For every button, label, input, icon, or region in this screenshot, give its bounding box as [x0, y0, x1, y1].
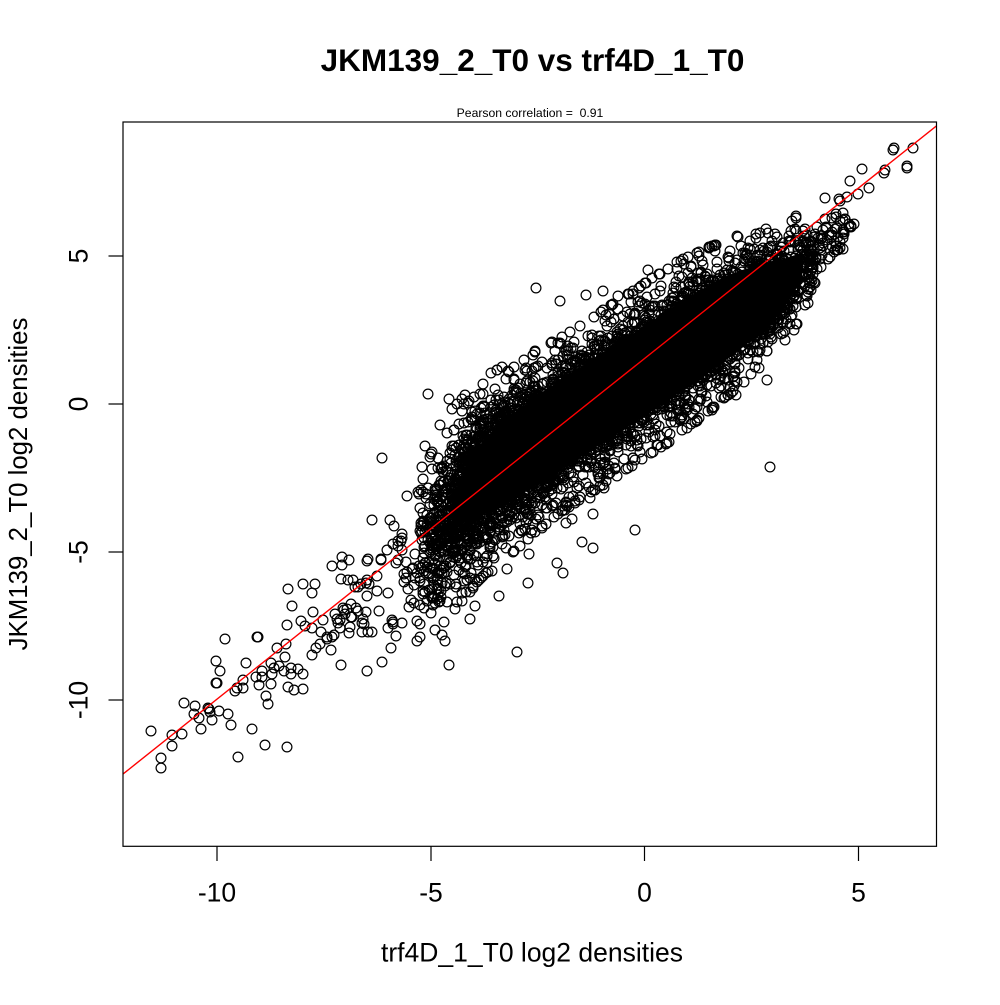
svg-text:Pearson correlation = 0.91: Pearson correlation = 0.91 — [457, 106, 604, 120]
svg-text:JKM139_2_T0 vs trf4D_1_T0: JKM139_2_T0 vs trf4D_1_T0 — [321, 42, 745, 78]
